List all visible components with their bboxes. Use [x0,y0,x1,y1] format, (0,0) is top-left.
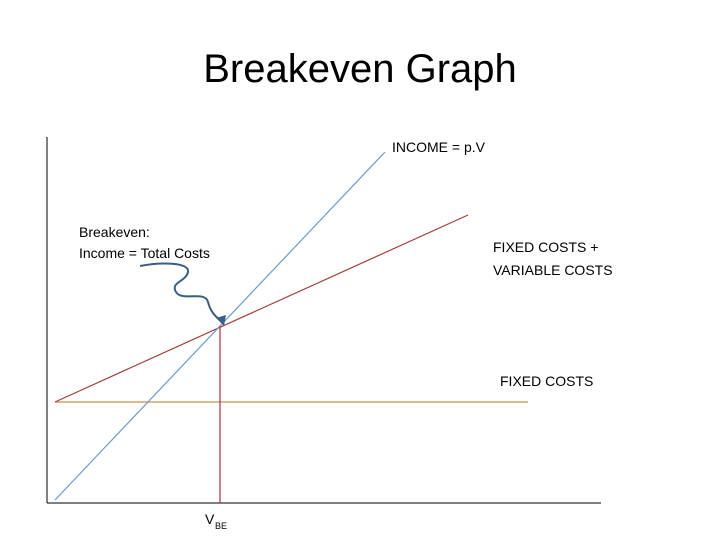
vbe-label: V [205,511,215,527]
total-costs-label: FIXED COSTS + [493,239,598,255]
fixed-costs-label: FIXED COSTS [500,373,593,389]
breakeven-label: Breakeven: [79,224,150,240]
slide-title: Breakeven Graph [203,47,517,91]
pointer-arrow [139,262,223,323]
total-costs-label: VARIABLE COSTS [493,262,613,278]
income-label: INCOME = p.V [392,139,486,155]
arrow-head [216,315,226,326]
vbe-subscript: BE [215,521,227,531]
total-costs-line [54,214,469,403]
breakeven-label: Income = Total Costs [79,245,210,261]
